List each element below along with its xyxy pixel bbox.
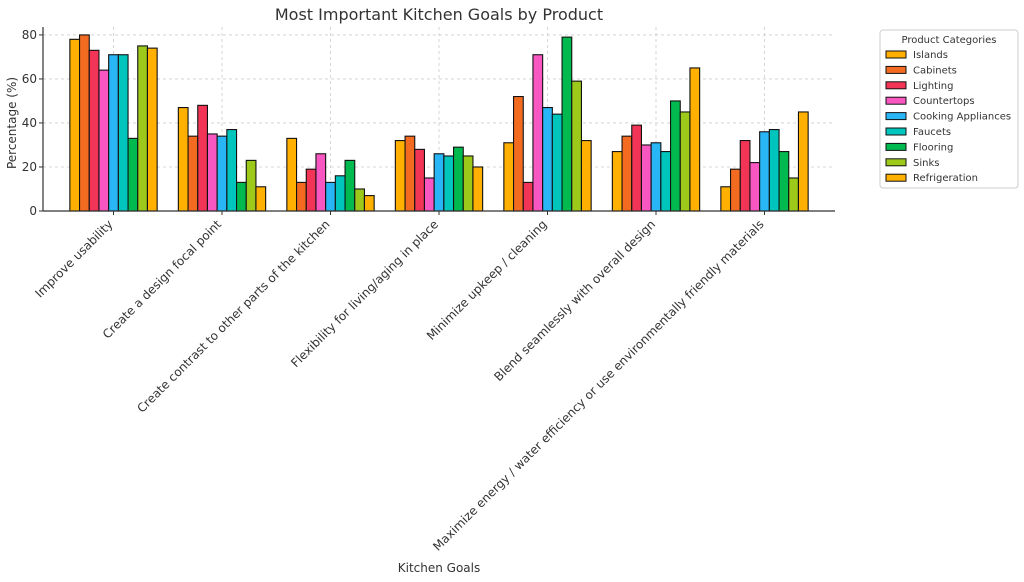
legend-swatch (885, 81, 907, 90)
y-tick-label: 40 (22, 116, 37, 130)
bar-sinks (788, 177, 799, 212)
legend-label: Cabinets (913, 65, 957, 76)
bar-islands (720, 186, 732, 212)
bar-cabinets (404, 135, 416, 212)
legend-label: Cooking Appliances (913, 112, 1011, 123)
bar-cooking-appliances (759, 131, 770, 212)
bar-faucets (768, 129, 780, 212)
bar-countertops (98, 69, 110, 212)
bar-flooring (561, 36, 573, 212)
y-tick-label: 60 (22, 72, 37, 86)
bar-islands (503, 142, 515, 212)
legend-label: Countertops (913, 96, 975, 107)
bar-flooring (778, 151, 790, 212)
bar-lighting (197, 104, 208, 212)
bar-faucets (226, 129, 238, 212)
x-axis-label: Kitchen Goals (398, 561, 481, 575)
bar-faucets (117, 54, 129, 212)
bar-sinks (137, 45, 148, 212)
bar-sinks (571, 80, 582, 212)
bar-faucets (443, 155, 455, 212)
bar-refrigeration (255, 186, 267, 212)
bar-islands (286, 137, 298, 212)
y-tick-label: 20 (22, 160, 37, 174)
bar-lighting (522, 181, 534, 212)
x-tick-label: Create a design focal point (100, 217, 224, 341)
bar-cooking-appliances (542, 107, 553, 212)
bar-islands (394, 140, 406, 212)
bar-sinks (679, 111, 691, 212)
bar-flooring (127, 137, 139, 212)
bar-flooring (452, 146, 464, 212)
bar-sinks (354, 188, 365, 212)
legend-swatch (885, 173, 907, 182)
bar-cabinets (295, 181, 307, 212)
bar-lighting (631, 124, 642, 212)
legend-label: Faucets (913, 127, 951, 138)
legend-swatch (885, 96, 907, 105)
legend-swatch (885, 65, 907, 74)
legend-swatch (885, 127, 907, 136)
bar-lighting (414, 148, 425, 212)
bar-cabinets (512, 96, 524, 212)
y-tick-label: 0 (29, 204, 37, 218)
bar-flooring (344, 159, 356, 212)
bar-flooring (669, 100, 681, 212)
bar-faucets (334, 175, 346, 212)
legend-box (879, 29, 1019, 189)
legend-label: Lighting (913, 81, 953, 92)
bar-lighting (88, 49, 100, 212)
bar-refrigeration (797, 111, 809, 212)
bar-faucets (660, 151, 672, 212)
x-tick-label: Minimize upkeep / cleaning (424, 217, 550, 343)
bar-countertops (315, 153, 327, 212)
bar-lighting (739, 140, 751, 212)
bar-cooking-appliances (108, 54, 119, 212)
bar-cabinets (79, 34, 90, 212)
legend-label: Flooring (913, 142, 953, 153)
bar-countertops (640, 144, 652, 212)
bar-countertops (532, 54, 544, 212)
legend-label: Refrigeration (913, 173, 978, 184)
bar-countertops (206, 133, 218, 212)
bar-sinks (462, 155, 474, 212)
bar-countertops (749, 162, 761, 212)
bar-islands (611, 151, 623, 212)
bar-cooking-appliances (216, 135, 228, 212)
bar-countertops (423, 177, 435, 212)
legend-label: Islands (913, 50, 948, 61)
bar-refrigeration (146, 47, 158, 212)
legend-title: Product Categories (901, 35, 996, 46)
bar-islands (177, 107, 189, 212)
bar-refrigeration (580, 140, 592, 212)
x-tick-label: Create contrast to other parts of the ki… (134, 217, 332, 415)
y-axis-label: Percentage (%) (5, 77, 19, 169)
bar-cooking-appliances (325, 181, 336, 212)
legend-swatch (885, 50, 907, 59)
bar-refrigeration (363, 195, 375, 212)
bar-cabinets (729, 168, 741, 212)
legend-swatch (885, 158, 907, 167)
bar-sinks (245, 159, 257, 212)
bar-islands (69, 38, 81, 212)
bar-cooking-appliances (433, 153, 445, 212)
bar-faucets (551, 113, 563, 212)
legend-swatch (885, 142, 907, 151)
bar-cabinets (187, 135, 199, 212)
bar-refrigeration (472, 166, 484, 212)
x-tick-label: Improve usability (32, 217, 115, 300)
y-tick-label: 80 (22, 28, 37, 42)
bar-cooking-appliances (650, 142, 662, 212)
legend-swatch (885, 112, 907, 121)
legend-label: Sinks (913, 158, 939, 169)
bar-cabinets (621, 135, 633, 212)
bar-flooring (236, 181, 247, 212)
chart-title: Most Important Kitchen Goals by Product (275, 5, 603, 24)
bar-lighting (305, 168, 317, 212)
bar-refrigeration (689, 67, 701, 212)
